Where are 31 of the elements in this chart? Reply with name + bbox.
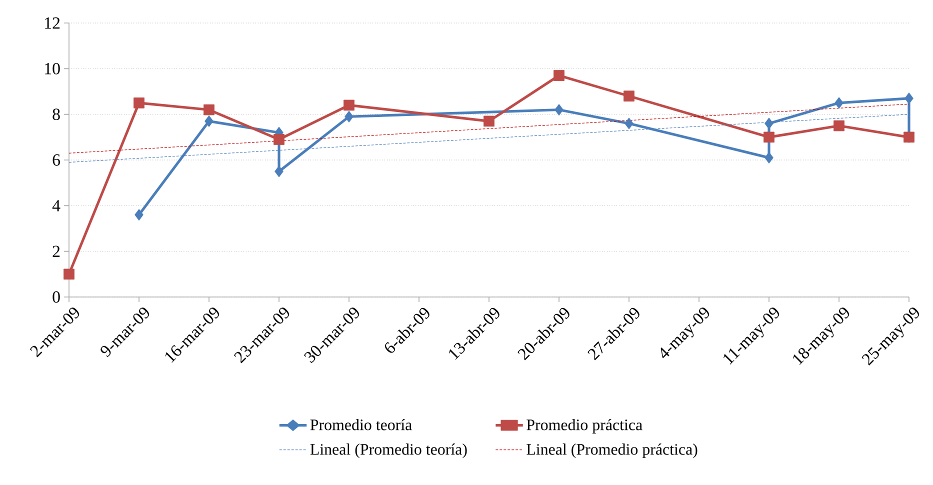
point (274, 134, 284, 145)
point (204, 104, 214, 116)
legend-label: Promedio práctica (526, 419, 642, 434)
point (204, 115, 214, 128)
point (344, 110, 354, 122)
point (134, 97, 144, 108)
y-tick-label: 4 (52, 200, 60, 212)
y-tick-label: 6 (52, 154, 60, 166)
point (764, 152, 774, 164)
point (904, 92, 914, 104)
point (344, 100, 354, 111)
point (764, 118, 774, 130)
y-tick-label: 12 (45, 17, 60, 29)
point (554, 104, 564, 116)
legend-label: Lineal (Promedio práctica) (526, 444, 698, 458)
point (64, 268, 74, 280)
y-tick-label: 2 (52, 246, 60, 257)
legend-label: Promedio teoría (310, 419, 412, 430)
point (834, 120, 844, 132)
y-tick-label: 0 (52, 291, 60, 303)
point (274, 166, 284, 178)
y-tick-label: 10 (45, 62, 60, 74)
point (764, 132, 774, 143)
point (624, 90, 634, 102)
legend-label: Lineal (Promedio teoría) (310, 444, 467, 458)
point (554, 70, 564, 81)
point (834, 97, 844, 109)
point (624, 118, 634, 130)
y-tick-label: 8 (52, 108, 60, 120)
point (484, 116, 494, 127)
point (134, 208, 144, 221)
